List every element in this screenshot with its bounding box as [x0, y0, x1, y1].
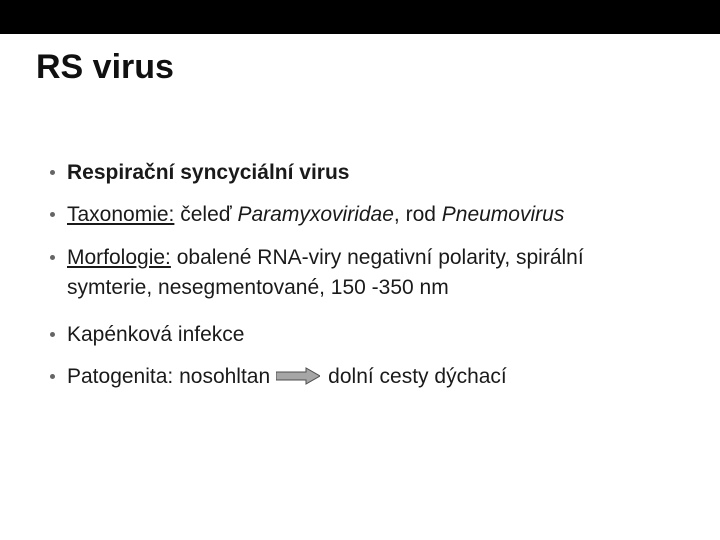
italic-term: Paramyxoviridae [238, 203, 394, 226]
bullet-icon [50, 212, 55, 217]
bullet-icon [50, 255, 55, 260]
list-item: Taxonomie: čeleď Paramyxoviridae, rod Pn… [50, 200, 670, 230]
bullet-label: Taxonomie: [67, 203, 174, 226]
list-item: Patogenita: nosohltan dolní cesty dýchací [50, 362, 670, 392]
bullet-text: Morfologie: obalené RNA-viry negativní p… [67, 243, 670, 304]
bullet-text: Respirační syncyciální virus [67, 158, 670, 188]
text-segment: čeleď [174, 203, 237, 226]
arrow-shape [276, 368, 320, 384]
top-bar [0, 0, 720, 34]
bullet-text: Patogenita: nosohltan dolní cesty dýchací [67, 362, 670, 392]
bullet-label: Morfologie: [67, 246, 171, 269]
bullet-text: Kapénková infekce [67, 320, 670, 350]
list-item: Morfologie: obalené RNA-viry negativní p… [50, 243, 670, 304]
text-segment: , rod [394, 203, 442, 226]
bullet-text: Taxonomie: čeleď Paramyxoviridae, rod Pn… [67, 200, 670, 230]
arrow-icon [276, 367, 320, 385]
list-item: Respirační syncyciální virus [50, 158, 670, 188]
text-segment: Patogenita: nosohltan [67, 365, 270, 388]
text-segment: dolní cesty dýchací [328, 365, 507, 388]
list-item: Kapénková infekce [50, 320, 670, 350]
bullet-icon [50, 170, 55, 175]
bullet-icon [50, 332, 55, 337]
slide: RS virus Respirační syncyciální virus Ta… [0, 0, 720, 540]
italic-term: Pneumovirus [442, 203, 565, 226]
bullet-list: Respirační syncyciální virus Taxonomie: … [50, 158, 670, 405]
bullet-icon [50, 374, 55, 379]
slide-title: RS virus [36, 48, 174, 87]
